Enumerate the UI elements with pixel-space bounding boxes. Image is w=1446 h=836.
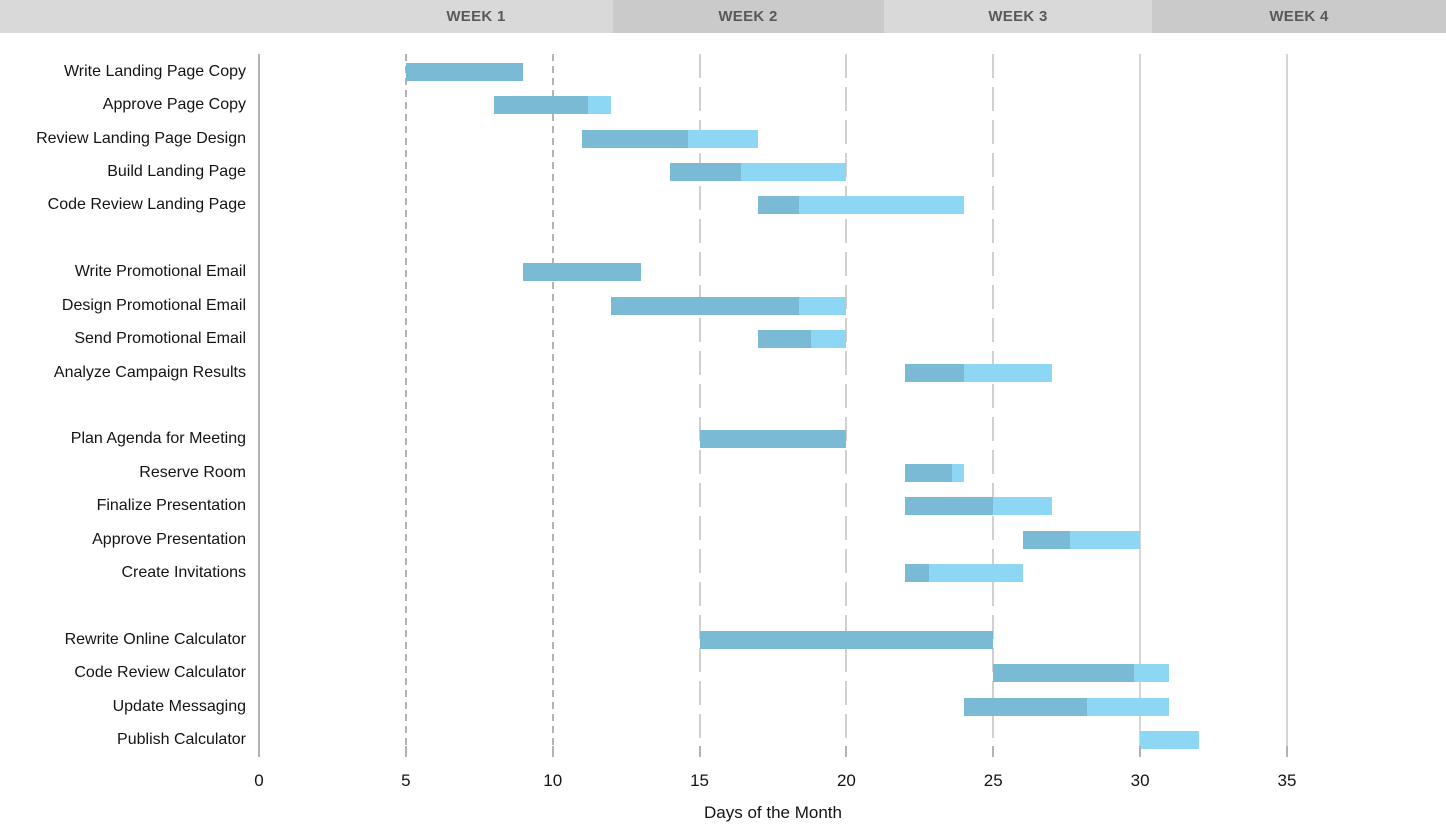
task-label: Review Landing Page Design [36, 129, 246, 147]
task-label: Code Review Calculator [74, 664, 246, 682]
x-axis-tick [551, 746, 554, 757]
gantt-bar-remaining [1069, 530, 1141, 549]
vertical-gridline [1285, 54, 1288, 757]
x-axis-tick [1285, 746, 1288, 757]
x-axis-tick-label: 10 [543, 771, 563, 790]
gantt-bar-completed [905, 497, 994, 516]
x-axis-tick-label: 20 [836, 771, 856, 790]
gantt-bar-completed [582, 129, 688, 148]
x-axis-tick [1139, 746, 1142, 757]
gantt-bar-remaining [687, 129, 759, 148]
gantt-bar-completed [905, 463, 953, 482]
gantt-bar-remaining [740, 163, 847, 181]
gantt-bar-completed [905, 363, 964, 382]
vertical-gridline [404, 54, 407, 757]
x-axis-tick-label: 30 [1130, 771, 1150, 790]
gantt-bar-remaining [587, 96, 612, 115]
task-label: Create Invitations [121, 564, 246, 582]
week-header-band [884, 0, 1152, 33]
task-label: Code Review Landing Page [47, 196, 246, 214]
vertical-gridline [698, 54, 701, 757]
x-axis-tick [258, 746, 260, 757]
gantt-bar-completed [758, 196, 800, 215]
x-axis-tick [992, 746, 995, 757]
task-label: Build Landing Page [107, 163, 246, 180]
x-axis-tick [404, 746, 407, 757]
task-label: Approve Page Copy [102, 96, 246, 114]
gantt-bar-completed [963, 697, 1088, 716]
task-label: Write Landing Page Copy [63, 62, 246, 80]
week-header-label: WEEK 1 [446, 8, 506, 25]
gantt-bar-remaining [952, 463, 964, 482]
gantt-bar-completed [523, 263, 641, 282]
gantt-bar-remaining [963, 363, 1052, 382]
week-header-band [613, 0, 884, 33]
task-label: Write Promotional Email [74, 263, 246, 281]
x-axis-tick-label: 5 [401, 771, 411, 790]
week-header-band [1152, 0, 1446, 33]
task-label: Update Messaging [112, 697, 246, 715]
task-label: Finalize Presentation [96, 497, 246, 515]
task-label: Design Promotional Email [61, 296, 246, 314]
gantt-bar-remaining [928, 564, 1023, 583]
gantt-bar-completed [699, 430, 847, 449]
gantt-bar-remaining [799, 196, 964, 215]
x-axis-tick-label: 35 [1277, 771, 1297, 790]
vertical-gridline [1139, 54, 1142, 757]
vertical-gridline [551, 54, 554, 757]
gantt-bar-completed [405, 62, 524, 81]
task-label: Analyze Campaign Results [53, 363, 246, 381]
gantt-bar-completed [670, 163, 741, 181]
gantt-bar-remaining [799, 296, 847, 315]
x-axis-tick [845, 746, 848, 757]
gantt-bar-remaining [1087, 697, 1170, 716]
y-axis-line [258, 54, 260, 757]
task-label: Approve Presentation [92, 530, 246, 548]
task-label: Send Promotional Email [74, 330, 246, 348]
gantt-bar-completed [758, 330, 812, 349]
x-axis-title: Days of the Month [704, 803, 842, 822]
gantt-bar-remaining [811, 330, 847, 349]
gantt-bar-completed [993, 664, 1135, 683]
vertical-gridline [992, 54, 995, 757]
week-header-label: WEEK 2 [718, 8, 778, 25]
vertical-gridline [845, 54, 848, 757]
gantt-bar-completed [1022, 530, 1070, 549]
gantt-bar-remaining [1134, 664, 1170, 683]
x-axis-tick [698, 746, 701, 757]
gantt-bar-remaining [1140, 731, 1199, 750]
gantt-bar-remaining [993, 497, 1052, 516]
gantt-bar-completed [611, 296, 800, 315]
week-header-label: WEEK 4 [1269, 8, 1329, 25]
gantt-bar-completed [493, 96, 588, 115]
gantt-bar-completed [905, 564, 929, 583]
task-label: Reserve Room [139, 463, 246, 481]
x-axis-tick-label: 0 [254, 771, 264, 790]
task-label: Publish Calculator [117, 731, 246, 749]
x-axis-tick-label: 15 [690, 771, 710, 790]
x-axis-tick-label: 25 [983, 771, 1003, 790]
week-header-label: WEEK 3 [988, 8, 1048, 25]
task-label: Plan Agenda for Meeting [70, 430, 246, 448]
task-label: Rewrite Online Calculator [64, 631, 246, 649]
week-header-band [0, 0, 613, 33]
gantt-bar-completed [699, 631, 994, 650]
